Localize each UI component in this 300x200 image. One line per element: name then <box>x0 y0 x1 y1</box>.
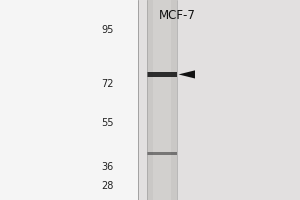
Bar <box>138 0 300 200</box>
Text: 36: 36 <box>102 162 114 172</box>
Text: 28: 28 <box>102 181 114 191</box>
Bar <box>0 0 138 200</box>
Text: MCF-7: MCF-7 <box>159 9 195 22</box>
Bar <box>147 0 177 200</box>
Text: 72: 72 <box>101 79 114 89</box>
Bar <box>147 72 177 77</box>
Bar <box>147 152 177 155</box>
Text: 95: 95 <box>102 25 114 35</box>
Bar <box>153 0 171 200</box>
Polygon shape <box>178 70 195 78</box>
Text: 55: 55 <box>101 118 114 128</box>
